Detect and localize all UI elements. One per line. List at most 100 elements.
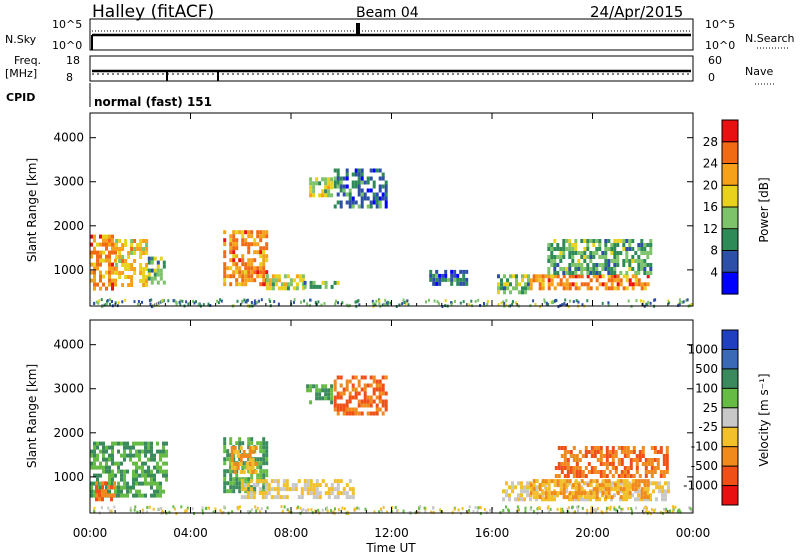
data-cell	[117, 449, 120, 454]
data-cell	[381, 375, 385, 380]
data-cell	[592, 271, 596, 275]
data-cell	[553, 239, 557, 243]
data-cell	[598, 239, 602, 243]
data-cell	[589, 259, 593, 263]
data-cell	[229, 473, 233, 478]
data-cell	[559, 267, 563, 271]
data-cell	[129, 485, 132, 490]
data-cell	[124, 267, 128, 271]
data-cell	[667, 489, 670, 494]
data-cell	[656, 462, 660, 466]
data-cell	[656, 450, 660, 454]
data-cell	[345, 483, 349, 488]
data-cell	[118, 247, 122, 251]
data-cell	[314, 509, 317, 513]
data-cell	[643, 483, 647, 488]
data-cell	[132, 485, 135, 490]
data-cell	[247, 234, 251, 239]
data-cell	[96, 266, 99, 271]
data-cell	[256, 506, 259, 510]
data-cell	[93, 234, 96, 239]
data-cell	[601, 485, 604, 490]
data-cell	[623, 474, 627, 478]
x-tick-label: 08:00	[274, 526, 309, 540]
data-cell	[667, 485, 670, 490]
data-cell	[285, 483, 289, 488]
data-cell	[572, 300, 575, 304]
data-cell	[244, 477, 248, 482]
data-cell	[468, 505, 471, 509]
data-cell	[150, 457, 153, 462]
data-cell	[351, 180, 355, 185]
data-cell	[250, 242, 254, 247]
data-cell	[117, 469, 120, 474]
data-cell	[644, 474, 648, 478]
data-cell	[595, 509, 598, 513]
data-cell	[93, 445, 96, 450]
data-cell	[241, 299, 244, 303]
near-range-speckle	[92, 298, 693, 309]
data-cell	[450, 277, 454, 282]
data-cell	[553, 255, 557, 259]
data-cell	[240, 479, 244, 484]
data-cell	[105, 246, 108, 251]
data-cell	[661, 485, 664, 490]
data-cell	[561, 507, 564, 511]
y-tick-label: 2000	[53, 426, 84, 440]
data-cell	[253, 238, 257, 243]
data-cell	[553, 263, 557, 267]
data-cell	[93, 441, 96, 446]
data-cell	[556, 247, 560, 251]
data-cell	[110, 497, 113, 502]
data-cell	[126, 453, 129, 458]
data-cell	[262, 250, 266, 255]
data-cell	[240, 487, 244, 492]
velocity-region	[240, 479, 355, 500]
data-cell	[630, 507, 633, 511]
data-cell	[614, 470, 618, 474]
data-cell	[565, 286, 569, 291]
data-cell	[541, 479, 545, 484]
data-cell	[105, 286, 108, 291]
data-cell	[478, 506, 481, 509]
data-cell	[429, 269, 433, 274]
data-cell	[145, 263, 149, 267]
data-cell	[566, 450, 570, 454]
data-cell	[566, 462, 570, 466]
data-cell	[395, 509, 398, 513]
data-cell	[631, 259, 635, 263]
data-cell	[382, 505, 385, 509]
data-cell	[276, 491, 280, 496]
data-cell	[223, 437, 227, 442]
data-cell	[262, 266, 266, 271]
data-cell	[375, 168, 379, 173]
data-cell	[162, 299, 165, 303]
data-cell	[99, 481, 102, 486]
data-cell	[646, 483, 650, 488]
data-cell	[608, 454, 612, 458]
data-cell	[333, 280, 337, 285]
data-cell	[99, 465, 102, 470]
data-cell	[336, 168, 340, 173]
data-cell	[243, 487, 247, 492]
data-cell	[336, 487, 340, 492]
data-cell	[105, 234, 108, 239]
data-cell	[646, 282, 650, 287]
data-cell	[563, 458, 567, 462]
data-cell	[156, 302, 159, 306]
data-cell	[598, 263, 602, 267]
data-cell	[565, 267, 569, 271]
data-cell	[628, 483, 632, 488]
data-cell	[265, 242, 269, 247]
data-cell	[147, 473, 150, 478]
data-cell	[93, 461, 96, 466]
data-cell	[652, 481, 655, 486]
data-cell	[312, 284, 316, 289]
data-cell	[335, 299, 337, 303]
data-cell	[229, 258, 233, 263]
power-colorbar-segment	[722, 250, 738, 273]
data-cell	[369, 204, 373, 209]
data-cell	[646, 479, 650, 484]
data-cell	[643, 263, 647, 267]
data-cell	[173, 507, 176, 511]
